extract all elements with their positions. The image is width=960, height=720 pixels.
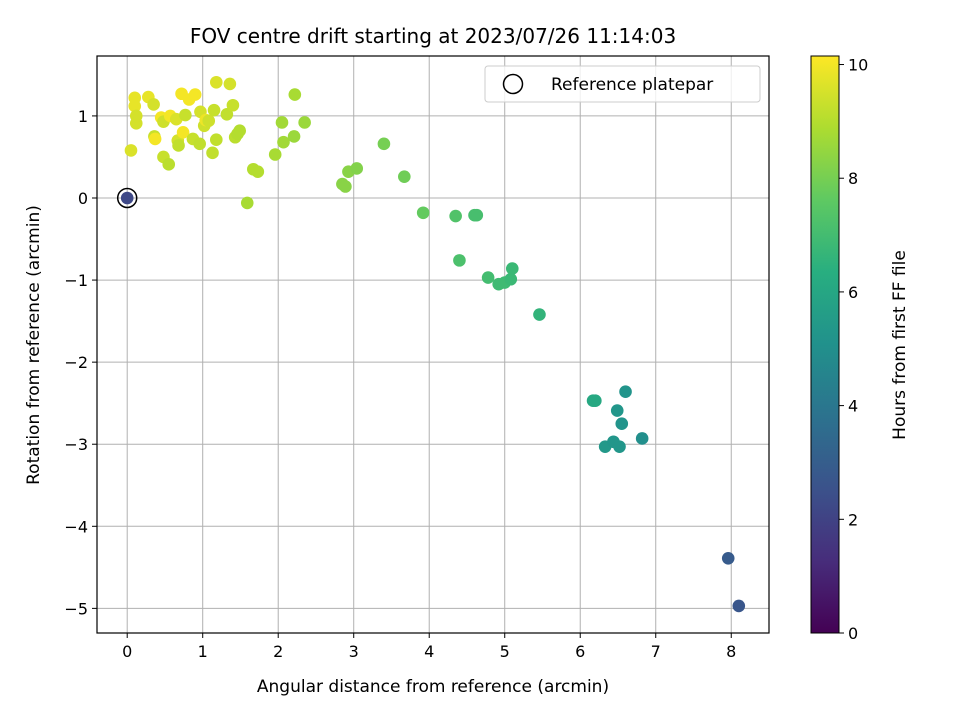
data-point <box>251 165 265 179</box>
x-tick-label: 1 <box>198 642 208 661</box>
data-point <box>481 271 495 284</box>
data-point <box>223 77 237 91</box>
data-point <box>172 139 185 152</box>
y-tick-label: −3 <box>64 435 88 454</box>
y-tick-label: −1 <box>64 271 88 290</box>
x-tick-label: 8 <box>726 642 736 661</box>
data-point <box>240 196 254 210</box>
legend-entry-reference: Reference platepar <box>551 75 713 95</box>
colorbar-tick-label: 6 <box>848 283 858 302</box>
x-axis-ticks: 0 1 2 3 4 5 6 7 8 <box>122 633 736 661</box>
data-point <box>615 417 629 431</box>
reference-point <box>120 191 134 205</box>
colorbar-tick-label: 2 <box>848 510 858 529</box>
x-tick-label: 7 <box>651 642 661 661</box>
colorbar-tick-label: 8 <box>848 169 858 188</box>
data-point <box>275 116 289 129</box>
data-point <box>350 162 364 175</box>
data-point <box>220 107 234 121</box>
colorbar-gradient <box>810 55 840 634</box>
data-point <box>619 385 632 398</box>
y-tick-label: 0 <box>78 189 88 208</box>
chart-title: FOV centre drift starting at 2023/07/26 … <box>190 24 676 48</box>
colorbar-tick-label: 0 <box>848 624 858 643</box>
data-point <box>162 158 176 171</box>
data-point <box>398 170 411 183</box>
data-point <box>721 552 735 565</box>
data-point <box>288 88 302 101</box>
data-point <box>129 109 143 123</box>
x-tick-label: 6 <box>575 642 585 661</box>
x-tick-label: 5 <box>500 642 510 661</box>
y-tick-label: −4 <box>64 517 88 536</box>
colorbar-ticks: 0 2 4 6 8 10 <box>839 56 868 643</box>
y-axis-label: Rotation from reference (arcmin) <box>24 205 44 485</box>
data-point <box>128 99 142 113</box>
x-axis-label: Angular distance from reference (arcmin) <box>257 677 609 697</box>
x-tick-label: 4 <box>424 642 434 661</box>
data-point <box>453 254 466 267</box>
legend-box <box>484 65 761 103</box>
y-tick-label: −2 <box>64 353 88 372</box>
data-point <box>176 126 190 139</box>
data-point <box>732 599 746 613</box>
data-point <box>298 116 311 129</box>
data-point <box>226 98 240 112</box>
data-point <box>504 272 518 286</box>
reference-marker <box>116 187 138 209</box>
colorbar-tick-label: 10 <box>848 56 868 75</box>
data-point <box>449 209 462 223</box>
plot-frame <box>96 55 770 634</box>
y-tick-label: −5 <box>64 599 88 618</box>
data-point <box>287 130 301 143</box>
data-point <box>207 103 221 117</box>
legend-marker <box>502 73 524 95</box>
data-point <box>206 146 219 160</box>
data-point <box>589 394 602 408</box>
data-point <box>148 132 162 146</box>
data-point <box>124 144 138 157</box>
data-point <box>277 135 290 149</box>
data-point <box>193 137 206 151</box>
data-point <box>339 180 352 193</box>
colorbar-tick-label: 4 <box>848 397 858 416</box>
data-point <box>377 137 391 151</box>
data-point <box>179 108 192 122</box>
colorbar-label: Hours from first FF file <box>890 250 910 440</box>
data-point <box>416 206 430 220</box>
reference-ring <box>116 187 138 209</box>
data-point <box>505 262 519 275</box>
data-point <box>610 404 624 417</box>
data-point <box>533 308 546 321</box>
legend: Reference platepar <box>484 65 761 103</box>
data-point <box>202 114 216 128</box>
data-point <box>209 75 223 89</box>
data-point <box>470 208 484 222</box>
data-point <box>188 88 202 101</box>
x-tick-label: 0 <box>122 642 132 661</box>
x-tick-label: 3 <box>349 642 359 661</box>
data-point <box>635 432 649 445</box>
y-tick-label: 1 <box>78 107 88 126</box>
colorbar: 0 2 4 6 8 10 Hours from first FF file <box>810 55 910 643</box>
data-point <box>268 148 282 161</box>
data-point <box>209 133 223 147</box>
data-points <box>124 75 746 613</box>
y-axis-ticks: −5 −4 −3 −2 −1 0 1 <box>64 107 97 618</box>
x-tick-label: 2 <box>273 642 283 661</box>
data-point <box>613 440 626 453</box>
data-point <box>233 124 247 137</box>
data-point <box>147 98 160 111</box>
